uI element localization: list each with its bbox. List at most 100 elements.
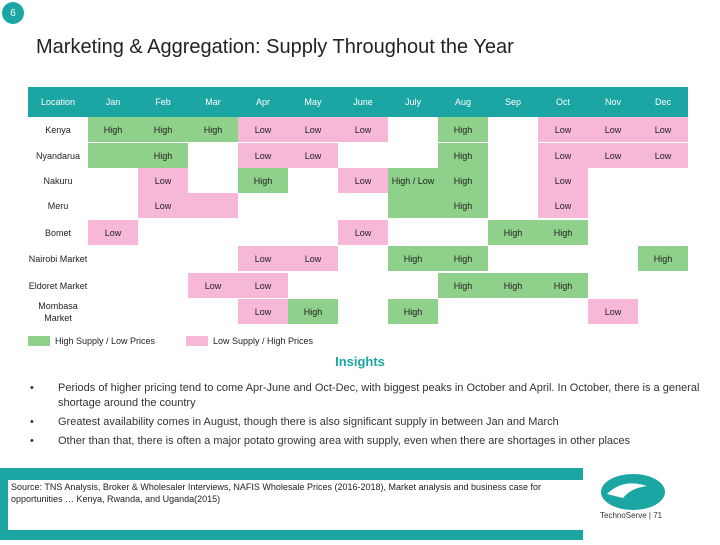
insight-text: Greatest availability comes in August, t…	[58, 416, 559, 428]
supply-cell	[538, 246, 588, 271]
row-location: Nakuru	[43, 176, 73, 186]
supply-cell	[588, 220, 638, 245]
header-month: July	[404, 97, 421, 107]
supply-cell: High	[138, 117, 188, 142]
supply-cell: High	[138, 143, 188, 168]
slide-number-badge: 6	[2, 2, 24, 24]
supply-cell: High	[238, 168, 288, 193]
supply-cell: Low	[138, 193, 188, 218]
brand-page-label: TechnoServe | 71	[600, 511, 663, 520]
supply-cell	[238, 220, 288, 245]
supply-cell	[88, 193, 138, 218]
supply-cell: High	[288, 299, 338, 324]
row-location: Bomet	[44, 228, 71, 238]
supply-cell	[588, 273, 638, 298]
row-location: Nyandarua	[35, 151, 81, 161]
supply-cell	[188, 193, 238, 218]
supply-cell	[488, 193, 538, 218]
slide-title: Marketing & Aggregation: Supply Througho…	[36, 36, 514, 58]
supply-cell	[488, 143, 538, 168]
supply-cell: Low	[538, 168, 588, 193]
header-month: Sep	[504, 97, 521, 107]
legend-high-label: High Supply / Low Prices	[55, 336, 156, 346]
supply-cell	[388, 143, 438, 168]
supply-cell: Low	[538, 193, 588, 218]
supply-cell: High	[438, 273, 488, 298]
supply-cell: Low	[588, 143, 638, 168]
supply-cell	[88, 246, 138, 271]
insights-heading: Insights	[335, 354, 385, 369]
supply-cell: Low	[638, 143, 688, 168]
header-month: Jan	[105, 97, 121, 107]
supply-cell	[88, 143, 138, 168]
supply-cell	[588, 193, 638, 218]
supply-cell	[388, 117, 438, 142]
supply-cell	[288, 273, 338, 298]
supply-cell	[388, 193, 438, 218]
logo-area	[583, 468, 720, 540]
supply-cell	[638, 168, 688, 193]
supply-cell: High	[438, 143, 488, 168]
supply-cell	[238, 193, 288, 218]
supply-cell	[188, 299, 238, 324]
supply-cell	[638, 273, 688, 298]
supply-cell	[438, 299, 488, 324]
supply-cell: High	[438, 246, 488, 271]
legend-low: Low Supply / High Prices	[186, 336, 313, 346]
row-location: Meru	[47, 201, 69, 211]
technoserve-logo-icon	[601, 474, 665, 510]
supply-cell	[438, 220, 488, 245]
supply-cell	[288, 220, 338, 245]
header-month: May	[304, 97, 322, 107]
supply-cell	[488, 246, 538, 271]
supply-cell: Low	[238, 299, 288, 324]
insight-text: Other than that, there is often a major …	[58, 435, 631, 447]
supply-cell	[488, 117, 538, 142]
insight-item: • Greatest availability comes in August, …	[30, 416, 559, 428]
supply-cell	[188, 168, 238, 193]
supply-cell	[138, 299, 188, 324]
supply-cell: High	[638, 246, 688, 271]
legend-high: High Supply / Low Prices	[28, 336, 155, 346]
supply-cell	[188, 246, 238, 271]
supply-cell	[338, 193, 388, 218]
header-month: Dec	[654, 97, 671, 107]
supply-cell: Low	[288, 246, 338, 271]
header-month: Feb	[155, 97, 171, 107]
supply-cell: High	[88, 117, 138, 142]
header-month: Apr	[255, 97, 270, 107]
supply-cell	[188, 220, 238, 245]
row-location: Kenya	[45, 125, 71, 135]
supply-cell: Low	[338, 117, 388, 142]
legend-high-swatch	[28, 336, 50, 346]
row-location: Eldoret Market	[28, 281, 88, 291]
row-location: Nairobi Market	[28, 254, 88, 264]
legend-low-swatch	[186, 336, 208, 346]
supply-cell: High	[488, 273, 538, 298]
header-location: Location	[40, 97, 76, 107]
supply-cell	[338, 299, 388, 324]
insight-text: Periods of higher pricing tend to come A…	[58, 382, 700, 409]
supply-cell	[88, 299, 138, 324]
supply-cell	[338, 143, 388, 168]
supply-cell: High	[188, 117, 238, 142]
supply-cell	[138, 273, 188, 298]
supply-cell	[288, 193, 338, 218]
supply-cell: High	[438, 193, 488, 218]
supply-cell	[138, 246, 188, 271]
source-text: Source: TNS Analysis, Broker & Wholesale…	[11, 482, 542, 504]
supply-cell: Low	[588, 299, 638, 324]
supply-cell: High	[388, 299, 438, 324]
supply-cell	[488, 168, 538, 193]
supply-cell: High	[538, 273, 588, 298]
source-note: Source: TNS Analysis, Broker & Wholesale…	[8, 480, 583, 530]
supply-cell	[488, 299, 538, 324]
supply-cell: High	[488, 220, 538, 245]
header-month: Aug	[454, 97, 471, 107]
supply-cell	[388, 220, 438, 245]
supply-cell: Low	[238, 117, 288, 142]
supply-cell: High	[438, 117, 488, 142]
supply-cell	[188, 143, 238, 168]
supply-cell	[88, 273, 138, 298]
supply-cell: Low	[538, 143, 588, 168]
